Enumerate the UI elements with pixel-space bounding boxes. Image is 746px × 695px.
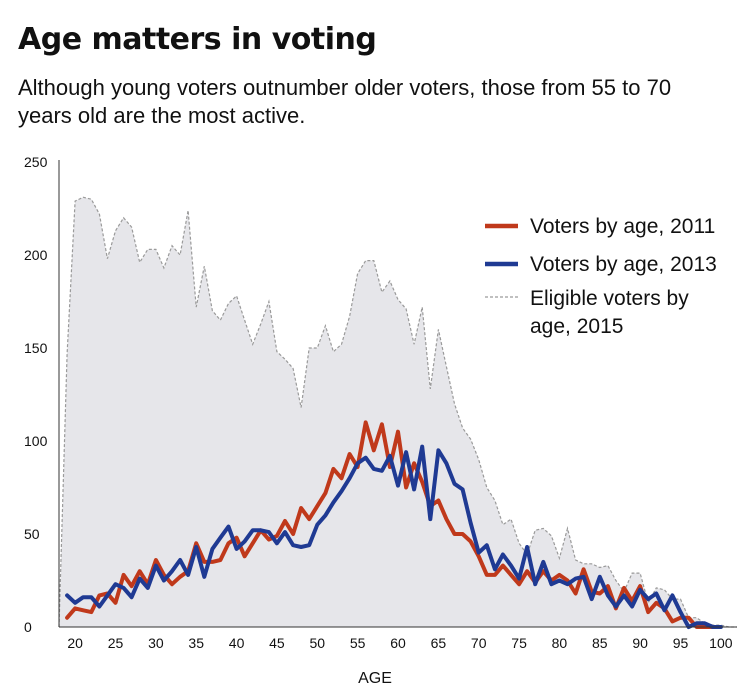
x-tick-label: 65: [431, 635, 447, 651]
x-tick-label: 75: [511, 635, 527, 651]
legend-entry-eligible-2015: Eligible voters by age, 2015: [485, 287, 689, 338]
y-tick-label: 150: [24, 340, 48, 356]
x-tick-label: 40: [229, 635, 245, 651]
x-tick-label: 50: [309, 635, 325, 651]
x-tick-label: 60: [390, 635, 406, 651]
x-tick-label: 20: [67, 635, 83, 651]
legend-label-2015: Eligible voters by age, 2015: [530, 287, 689, 338]
x-tick-label: 95: [673, 635, 689, 651]
y-tick-label: 50: [24, 526, 40, 542]
chart-subtitle: Although young voters outnumber older vo…: [18, 75, 672, 128]
x-tick-label: 55: [350, 635, 366, 651]
x-tick-label: 25: [108, 635, 124, 651]
x-tick-label: 35: [188, 635, 204, 651]
y-tick-label: 0: [24, 619, 32, 635]
y-tick-label: 100: [24, 433, 48, 449]
legend-label-2013: Voters by age, 2013: [530, 253, 717, 276]
x-tick-label: 90: [632, 635, 648, 651]
x-tick-label: 80: [552, 635, 568, 651]
axis-layer: 0 50 100 150 200 250 20 25 30 35 40 45 50 55 60 65 70 75 8…: [24, 154, 737, 687]
line-layer: [65, 420, 723, 629]
x-tick-label: 30: [148, 635, 164, 651]
series-line-voters-2013: [65, 444, 723, 629]
legend-entry-voters-2013: Voters by age, 2013: [485, 253, 717, 276]
x-axis-label: AGE: [358, 670, 392, 687]
y-tick-label: 200: [24, 247, 48, 263]
legend-label-2011: Voters by age, 2011: [530, 215, 715, 238]
chart-title: Age matters in voting: [18, 22, 377, 57]
x-tick-label: 45: [269, 635, 285, 651]
x-tick-label: 100: [709, 635, 733, 651]
legend: Voters by age, 2011 Voters by age, 2013 El…: [485, 215, 717, 338]
x-tick-label: 85: [592, 635, 608, 651]
x-tick-label: 70: [471, 635, 487, 651]
y-tick-label: 250: [24, 154, 48, 170]
legend-entry-voters-2011: Voters by age, 2011: [485, 215, 715, 238]
